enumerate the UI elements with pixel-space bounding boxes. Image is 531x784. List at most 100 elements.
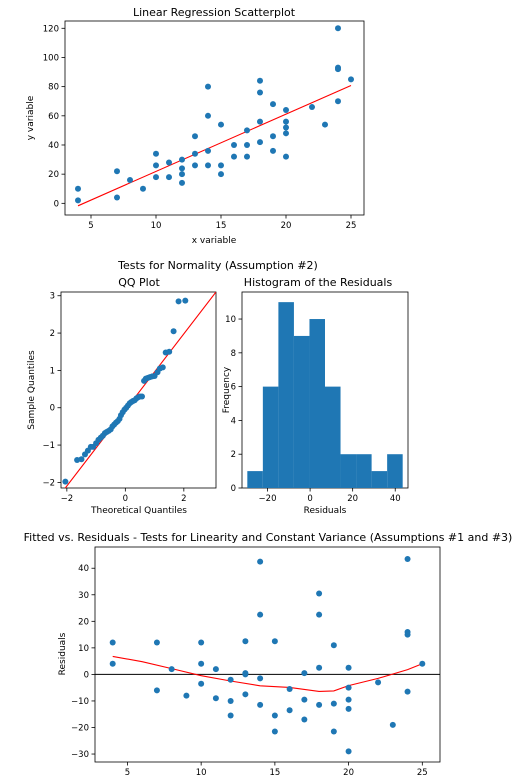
fitted-ytick-label: −10 <box>71 697 89 707</box>
fitted-residuals-points <box>109 555 426 755</box>
qq-ytick-label: −1 <box>42 441 55 451</box>
scatter-point <box>270 147 276 154</box>
histogram-ylabel: Frequency <box>222 366 232 413</box>
fitted-point <box>345 664 352 671</box>
scatter-point <box>348 76 354 83</box>
scatter-point <box>179 179 185 186</box>
scatter-point <box>335 66 341 73</box>
qq-point <box>166 348 173 355</box>
qq-xtick-label: 2 <box>181 494 186 504</box>
histogram-ytick-label: 6 <box>231 383 236 393</box>
fitted-point <box>198 680 205 687</box>
histogram-bars <box>247 302 403 488</box>
scatter-ytick-label: 20 <box>48 170 59 180</box>
scatter-ytick-label: 80 <box>48 83 59 93</box>
scatter-point <box>153 150 159 157</box>
fitted-point <box>301 696 308 703</box>
fitted-point <box>345 696 352 703</box>
histogram-bar <box>293 335 310 488</box>
qq-frame <box>60 291 217 489</box>
histogram-xtick-label: 0 <box>307 494 312 504</box>
scatter-point <box>322 121 328 128</box>
histogram-ytick-label: 4 <box>231 416 236 426</box>
qq-fit-line <box>64 292 216 488</box>
scatter-point <box>114 194 120 201</box>
qq-x-axis: −2 0 2 <box>61 488 187 504</box>
scatter-point <box>218 162 224 169</box>
histogram-bar <box>356 454 372 488</box>
qq-point <box>175 298 182 305</box>
scatter-point <box>205 83 211 90</box>
fitted-point <box>316 590 323 597</box>
histogram-x-axis: −20 0 20 40 <box>259 488 401 504</box>
histogram-ytick-label: 2 <box>231 450 236 460</box>
histogram-bar <box>278 302 294 488</box>
normality-suptitle: Tests for Normality (Assumption #2) <box>117 259 318 272</box>
qq-point <box>62 478 69 485</box>
fitted-point <box>330 642 337 649</box>
fitted-point <box>271 638 278 645</box>
scatter-point <box>283 118 289 125</box>
scatter-point <box>257 118 263 125</box>
scatter-point <box>179 165 185 172</box>
scatter-point <box>231 153 237 160</box>
scatter-ytick-label: 100 <box>43 53 59 63</box>
fitted-point <box>257 558 264 565</box>
scatter-point <box>166 159 172 166</box>
fitted-xtick-label: 25 <box>417 768 428 778</box>
scatter-point <box>283 130 289 137</box>
fitted-xtick-label: 10 <box>196 768 207 778</box>
qq-ytick-label: −2 <box>42 478 55 488</box>
fitted-ytick-label: 0 <box>84 670 89 680</box>
scatter-xlabel: x variable <box>192 236 237 246</box>
scatter-xtick-label: 15 <box>216 221 227 231</box>
scatter-point <box>218 171 224 178</box>
fitted-point <box>198 639 205 646</box>
scatter-point <box>244 127 250 134</box>
fitted-point <box>109 660 116 667</box>
fitted-point <box>404 555 411 562</box>
fitted-point <box>271 712 278 719</box>
fitted-point <box>227 712 234 719</box>
scatter-point <box>244 141 250 148</box>
scatter-point <box>179 156 185 163</box>
histogram-title: Histogram of the Residuals <box>244 276 393 289</box>
fitted-xtick-label: 20 <box>343 768 354 778</box>
qq-xtick-label: 0 <box>123 494 128 504</box>
fitted-ytick-label: 30 <box>78 591 89 601</box>
fitted-point <box>242 691 249 698</box>
scatter-xtick-label: 25 <box>346 221 357 231</box>
histogram-xtick-label: 40 <box>390 494 401 504</box>
scatter-point <box>179 171 185 178</box>
scatter-fit-line <box>77 84 352 207</box>
qq-point <box>159 364 166 371</box>
fitted-point <box>168 666 175 673</box>
histogram-xtick-label: −20 <box>259 494 277 504</box>
fitted-ytick-label: −20 <box>71 723 89 733</box>
scatter-point <box>75 197 81 204</box>
scatter-title: Linear Regression Scatterplot <box>133 6 296 19</box>
scatter-point <box>257 89 263 96</box>
fitted-point <box>389 721 396 728</box>
histogram-bar <box>247 471 263 488</box>
histogram-bar <box>325 386 341 488</box>
scatter-xtick-label: 10 <box>151 221 162 231</box>
fitted-point <box>316 701 323 708</box>
fitted-point <box>227 676 234 683</box>
scatter-point <box>335 98 341 105</box>
fitted-point <box>404 631 411 638</box>
scatter-point <box>153 162 159 169</box>
qq-y-axis: −2 −1 0 1 2 3 <box>42 292 61 488</box>
fitted-ytick-label: 20 <box>78 617 89 627</box>
fitted-point <box>257 701 264 708</box>
scatter-ytick-label: 0 <box>54 199 59 209</box>
fitted-residuals-x-axis: 5 10 15 20 25 <box>125 762 428 778</box>
fitted-point <box>404 688 411 695</box>
fitted-point <box>345 748 352 755</box>
scatter-ytick-label: 40 <box>48 141 59 151</box>
histogram-y-axis: 0 2 4 6 8 10 <box>225 315 242 494</box>
fitted-point <box>198 660 205 667</box>
scatter-point <box>309 104 315 111</box>
fitted-xtick-label: 15 <box>269 768 280 778</box>
